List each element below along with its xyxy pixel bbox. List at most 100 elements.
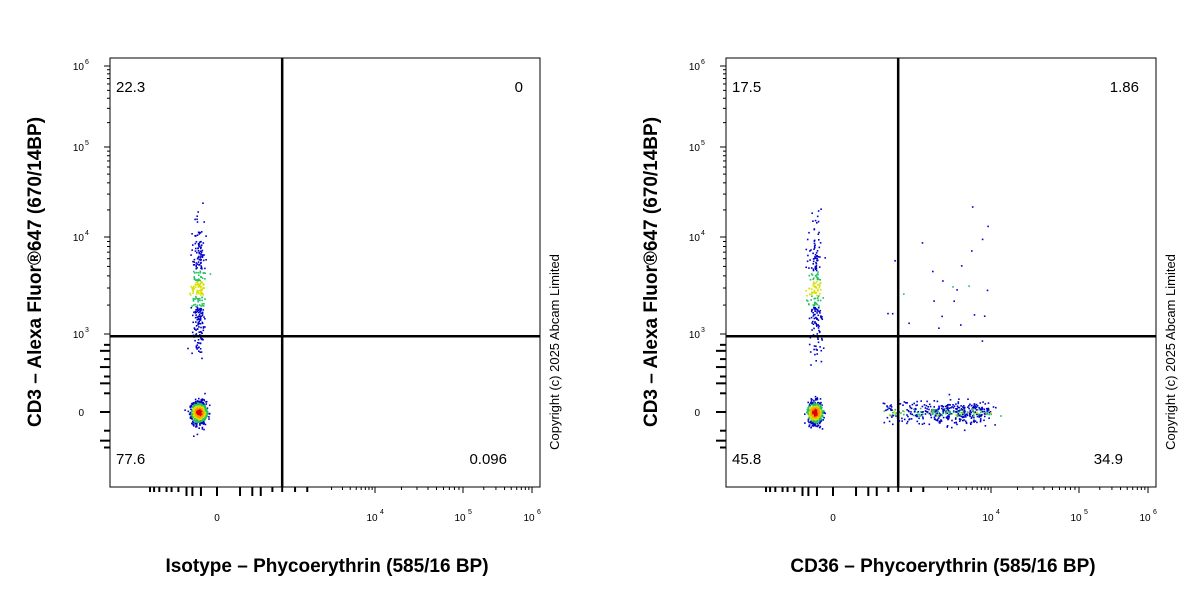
- data-point: [816, 303, 819, 306]
- data-point: [906, 420, 909, 423]
- data-point: [205, 400, 208, 403]
- data-point: [820, 418, 823, 421]
- data-point: [192, 321, 194, 324]
- data-point: [195, 241, 198, 243]
- data-point: [822, 412, 824, 414]
- data-point: [196, 406, 198, 409]
- data-point: [981, 407, 983, 409]
- data-point: [198, 402, 200, 405]
- data-point: [196, 263, 199, 265]
- data-point: [190, 254, 192, 256]
- data-point: [817, 424, 820, 427]
- data-point: [916, 400, 918, 403]
- data-point: [901, 420, 903, 422]
- data-point: [815, 265, 818, 267]
- data-point: [199, 279, 201, 282]
- data-point: [947, 415, 949, 417]
- data-point: [192, 414, 195, 417]
- data-point: [195, 264, 198, 266]
- data-point: [813, 418, 815, 420]
- data-point: [891, 312, 894, 315]
- data-point: [817, 284, 820, 286]
- data-point: [973, 415, 975, 417]
- data-point: [973, 314, 976, 316]
- data-point: [972, 414, 975, 416]
- data-point: [812, 416, 814, 418]
- data-point: [820, 413, 822, 416]
- data-point: [966, 414, 969, 417]
- data-point: [891, 409, 893, 411]
- data-point: [194, 339, 196, 342]
- data-point: [811, 423, 814, 425]
- data-point: [199, 348, 202, 350]
- data-point: [804, 422, 806, 424]
- data-point: [815, 345, 817, 348]
- data-point: [984, 425, 987, 427]
- y-tick-exponent: 5: [85, 140, 89, 147]
- data-point: [192, 422, 195, 424]
- data-point: [946, 412, 949, 415]
- data-point: [820, 289, 822, 291]
- data-point: [810, 415, 813, 418]
- data-point: [195, 265, 197, 268]
- data-point: [959, 420, 961, 422]
- data-point: [971, 206, 974, 208]
- data-point: [193, 264, 196, 266]
- data-point: [947, 417, 950, 420]
- data-point: [196, 344, 199, 346]
- data-point: [923, 404, 926, 406]
- data-point: [192, 420, 194, 423]
- data-point: [194, 279, 197, 281]
- data-point: [937, 415, 940, 417]
- data-point: [192, 304, 195, 306]
- x-axis-label: CD36 – Phycoerythrin (585/16 BP): [790, 556, 1095, 577]
- data-point: [806, 411, 809, 414]
- data-point: [190, 405, 192, 408]
- plot-frame: [725, 57, 1157, 488]
- data-point: [952, 411, 955, 414]
- data-point: [194, 418, 196, 420]
- data-point: [188, 413, 191, 416]
- data-point: [962, 411, 964, 414]
- data-point: [814, 404, 817, 406]
- y-tick-exponent: 6: [701, 59, 705, 66]
- data-point: [921, 242, 924, 244]
- data-point: [894, 414, 897, 416]
- data-point: [195, 402, 198, 404]
- data-point: [201, 256, 204, 258]
- data-point: [201, 311, 204, 314]
- data-point: [819, 312, 821, 314]
- data-point: [193, 261, 195, 263]
- x-tick-exponent: 5: [468, 509, 472, 516]
- data-point: [807, 418, 810, 421]
- data-point: [200, 417, 203, 420]
- data-point: [962, 405, 965, 407]
- data-point: [810, 293, 813, 295]
- data-point: [984, 413, 986, 415]
- data-point: [820, 360, 823, 363]
- data-point: [808, 267, 810, 269]
- data-point: [922, 413, 924, 416]
- data-point: [199, 424, 201, 426]
- data-point: [197, 272, 200, 274]
- data-point: [824, 412, 826, 415]
- data-point: [974, 412, 977, 415]
- data-point: [979, 414, 982, 417]
- data-point: [201, 412, 204, 414]
- data-point: [929, 410, 932, 413]
- data-point: [195, 295, 197, 298]
- data-point: [198, 255, 200, 258]
- data-point: [890, 408, 892, 410]
- data-point: [194, 328, 196, 330]
- data-point: [815, 419, 818, 422]
- data-point: [986, 289, 989, 292]
- data-point: [952, 410, 955, 412]
- data-point: [886, 406, 889, 408]
- data-point: [940, 414, 942, 416]
- data-point: [813, 406, 815, 408]
- data-point: [201, 338, 204, 341]
- data-point: [986, 407, 988, 410]
- x-tick-label: 10: [454, 513, 466, 524]
- data-point: [817, 210, 820, 212]
- data-point: [958, 411, 961, 413]
